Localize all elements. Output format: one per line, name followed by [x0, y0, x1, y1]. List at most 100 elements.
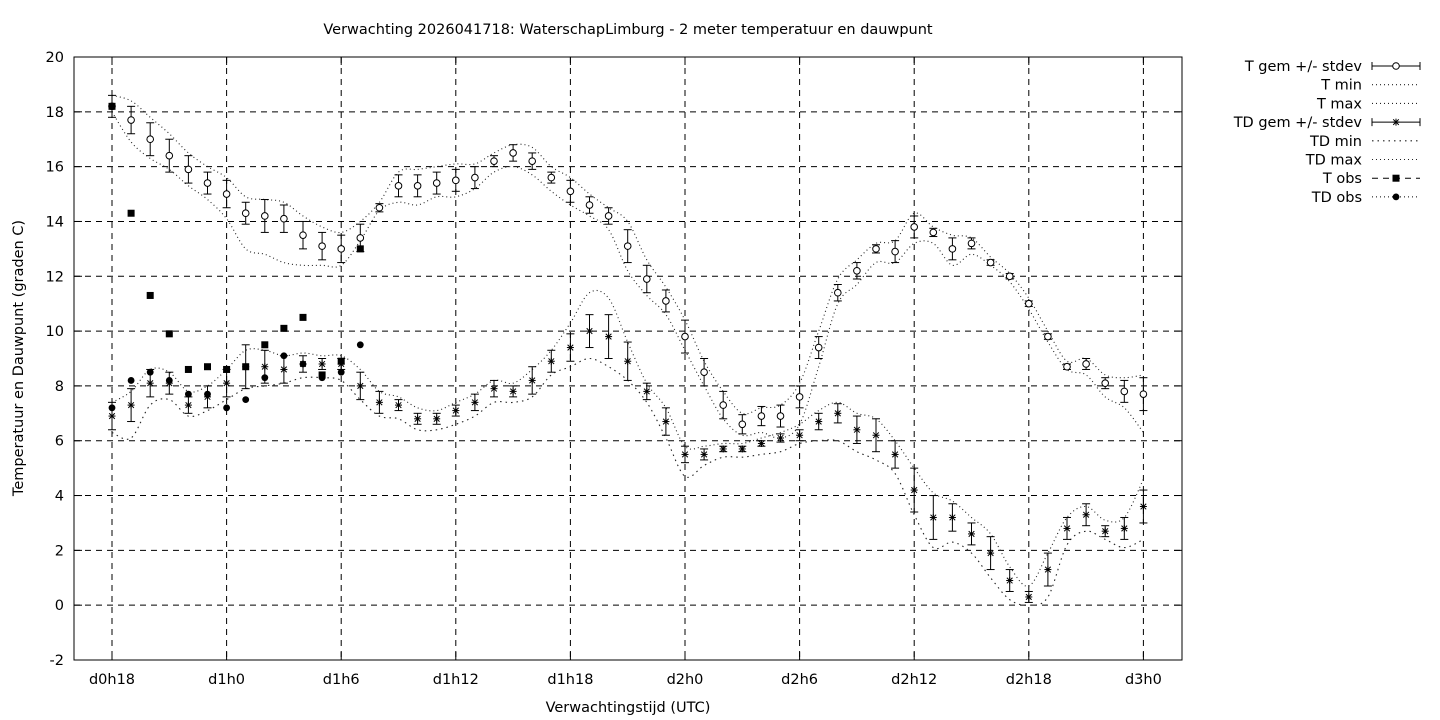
td-obs-point	[165, 377, 173, 384]
td-mean-point	[375, 398, 383, 406]
legend-label: TD max	[1305, 153, 1363, 169]
t-mean-point	[471, 173, 479, 182]
t-mean-point	[891, 247, 899, 256]
y-tick-label: 4	[55, 489, 64, 505]
t-mean-point	[509, 149, 517, 157]
t-mean-point	[1044, 332, 1052, 341]
t-mean-point	[203, 179, 212, 187]
data-marks	[108, 94, 1148, 603]
td-mean-point	[796, 431, 804, 439]
t-mean-point	[853, 266, 861, 275]
t-mean-point	[585, 201, 594, 209]
t-mean-point	[623, 242, 632, 250]
td-obs-point	[280, 352, 288, 360]
td-mean-point	[719, 445, 727, 453]
td-min-line	[111, 357, 1144, 606]
t-obs-point	[242, 363, 250, 371]
y-tick-label: 0	[55, 598, 64, 614]
legend-entry: TD min	[1309, 134, 1420, 150]
td-obs-point	[356, 341, 364, 349]
t-mean-point	[700, 368, 708, 377]
td-mean-point	[1006, 577, 1014, 585]
t-mean-point	[738, 420, 747, 429]
chart-title: Verwachting 2026041718: WaterschapLimbur…	[323, 22, 933, 38]
legend-entry: T min	[1320, 78, 1420, 94]
x-tick-label: d0h18	[89, 672, 135, 688]
t-obs-point	[261, 341, 269, 349]
x-tick-label: d3h0	[1125, 672, 1162, 688]
legend-marker	[1392, 174, 1400, 182]
t-mean-point	[413, 182, 422, 190]
t-mean-point	[643, 275, 651, 283]
t-obs-point	[356, 245, 364, 253]
td-mean-point	[146, 379, 154, 387]
td-mean-point	[547, 357, 555, 365]
td-mean-point	[987, 549, 995, 557]
td-mean-point	[414, 415, 422, 423]
td-mean-point	[872, 431, 880, 439]
t-mean-point	[127, 116, 135, 124]
legend-marker	[1392, 62, 1400, 70]
t-mean-point	[432, 179, 441, 187]
td-mean-point	[834, 409, 842, 417]
td-mean-point	[471, 398, 479, 406]
y-tick-label: 10	[46, 324, 64, 340]
t-mean-point	[222, 190, 231, 198]
td-mean-point	[528, 376, 536, 384]
t-mean-point	[795, 393, 804, 401]
legend-entry: T obs	[1322, 171, 1420, 187]
y-tick-label: 6	[55, 434, 64, 450]
td-mean-point	[1082, 511, 1090, 519]
t-mean-point	[528, 157, 537, 165]
td-mean-point	[1139, 503, 1147, 511]
td-mean-point	[318, 360, 326, 368]
td-mean-point	[777, 434, 784, 442]
t-obs-point	[204, 363, 211, 371]
t-mean-point	[1025, 299, 1033, 308]
t-mean-point	[910, 223, 919, 231]
t-mean-point	[776, 412, 785, 420]
td-mean-point	[566, 344, 574, 352]
td-mean-point	[929, 513, 937, 521]
t-mean-point	[948, 245, 957, 253]
t-mean-point	[261, 212, 269, 220]
t-obs-point	[108, 102, 116, 110]
t-mean-point	[165, 151, 174, 160]
t-mean-point	[814, 343, 823, 352]
td-obs-point	[185, 390, 192, 398]
legend-entry: T gem +/- stdev	[1244, 59, 1421, 75]
axis-ticks: -2 0 2 4 6 8 10 12 14 16 18 20 d0h18 d1h0 d1h6 d1h12 d1h…	[46, 50, 1182, 688]
y-tick-label: 18	[46, 105, 64, 121]
td-mean-point	[452, 407, 460, 415]
td-mean-point	[815, 418, 823, 426]
t-mean-point	[490, 157, 498, 165]
t-mean-point	[1120, 387, 1129, 396]
td-mean-point	[586, 327, 593, 335]
x-tick-label: d1h6	[323, 672, 360, 688]
td-obs-point	[337, 368, 345, 376]
t-mean-point	[375, 203, 384, 212]
t-mean-point	[1082, 360, 1090, 368]
legend: T gem +/- stdev T min T max TD gem +/- stde…	[1233, 59, 1421, 206]
td-obs-point	[242, 396, 250, 404]
t-obs-point	[337, 357, 345, 365]
t-mean-point	[1063, 362, 1071, 371]
legend-entry: TD obs	[1311, 190, 1420, 206]
td-mean-point	[891, 450, 899, 458]
legend-label: TD gem +/- stdev	[1233, 115, 1363, 131]
x-tick-label: d2h0	[667, 672, 704, 688]
y-tick-label: 16	[46, 160, 64, 176]
x-tick-label: d2h18	[1006, 672, 1052, 688]
y-tick-label: 14	[46, 214, 64, 230]
t-mean-point	[1101, 379, 1109, 387]
td-mean-point	[356, 382, 364, 390]
y-tick-label: 20	[46, 50, 64, 66]
t-obs-point	[127, 209, 135, 217]
t-obs-point	[146, 291, 154, 299]
y-tick-label: 8	[55, 379, 64, 395]
td-mean-point	[738, 445, 746, 453]
t-mean-point	[757, 412, 766, 420]
t-mean-point	[681, 332, 689, 341]
t-obs-point	[165, 330, 173, 338]
